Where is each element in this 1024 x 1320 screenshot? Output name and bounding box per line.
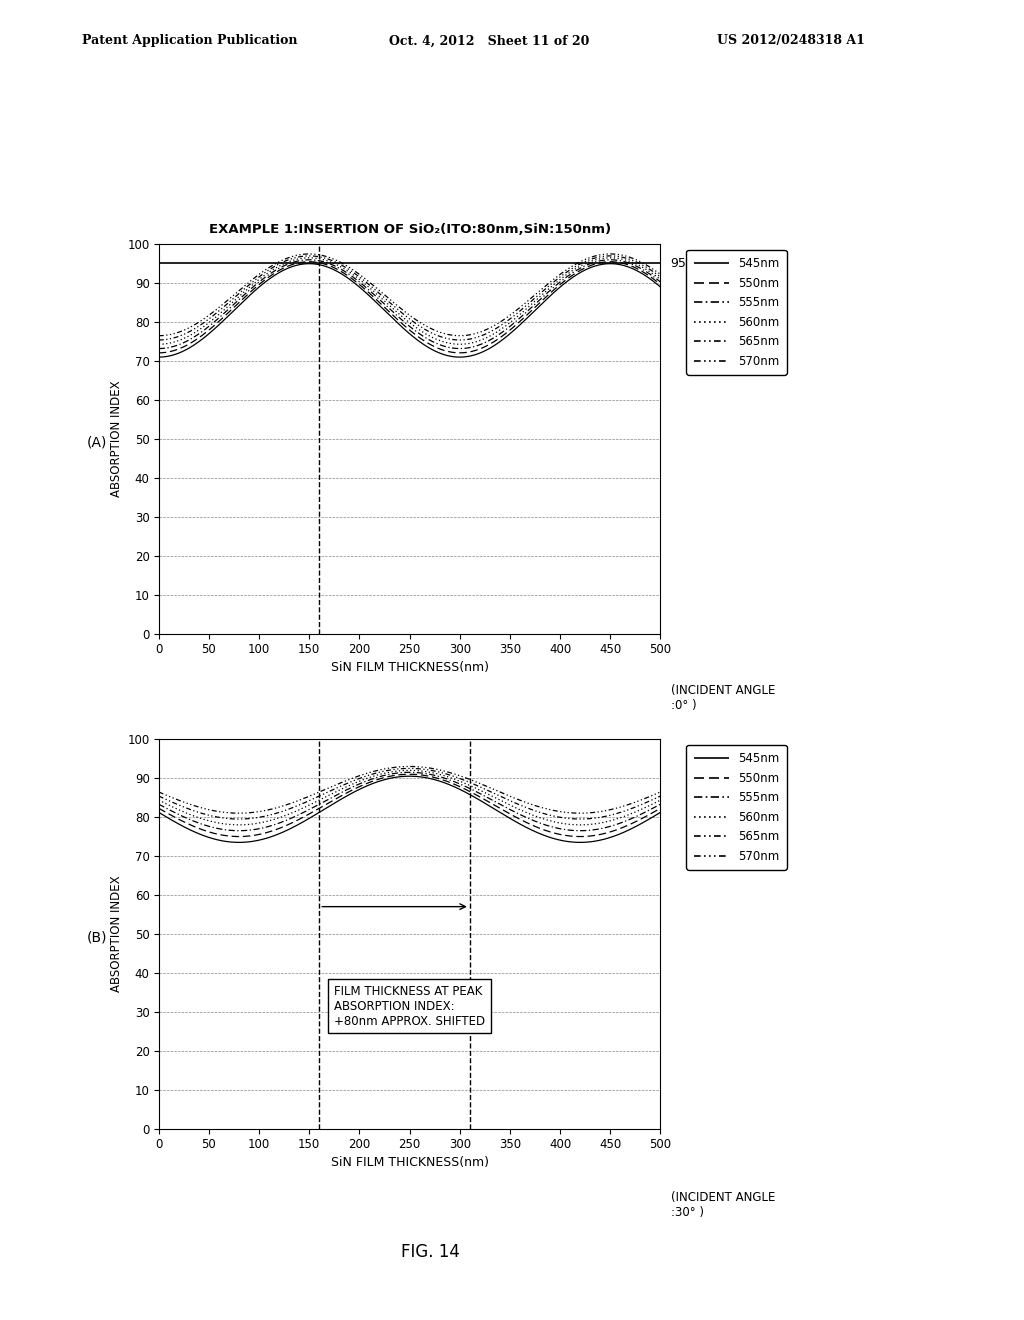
X-axis label: SiN FILM THICKNESS(nm): SiN FILM THICKNESS(nm) [331, 1156, 488, 1170]
Y-axis label: ABSORPTION INDEX: ABSORPTION INDEX [111, 380, 123, 498]
Text: Patent Application Publication: Patent Application Publication [82, 34, 297, 48]
Text: (INCIDENT ANGLE
:0° ): (INCIDENT ANGLE :0° ) [671, 684, 775, 713]
Y-axis label: ABSORPTION INDEX: ABSORPTION INDEX [111, 875, 123, 993]
Title: EXAMPLE 1:INSERTION OF SiO₂(ITO:80nm,SiN:150nm): EXAMPLE 1:INSERTION OF SiO₂(ITO:80nm,SiN… [209, 223, 610, 236]
Text: FIG. 14: FIG. 14 [400, 1243, 460, 1262]
Text: 95.1%: 95.1% [671, 257, 711, 269]
Text: (B): (B) [87, 931, 108, 944]
Text: (INCIDENT ANGLE
:30° ): (INCIDENT ANGLE :30° ) [671, 1191, 775, 1218]
Text: FILM THICKNESS AT PEAK
ABSORPTION INDEX:
+80nm APPROX. SHIFTED: FILM THICKNESS AT PEAK ABSORPTION INDEX:… [334, 985, 485, 1027]
Text: Oct. 4, 2012   Sheet 11 of 20: Oct. 4, 2012 Sheet 11 of 20 [389, 34, 590, 48]
Legend: 545nm, 550nm, 555nm, 560nm, 565nm, 570nm: 545nm, 550nm, 555nm, 560nm, 565nm, 570nm [686, 249, 786, 375]
Text: (A): (A) [87, 436, 108, 449]
X-axis label: SiN FILM THICKNESS(nm): SiN FILM THICKNESS(nm) [331, 661, 488, 675]
Text: US 2012/0248318 A1: US 2012/0248318 A1 [717, 34, 864, 48]
Legend: 545nm, 550nm, 555nm, 560nm, 565nm, 570nm: 545nm, 550nm, 555nm, 560nm, 565nm, 570nm [686, 744, 786, 870]
